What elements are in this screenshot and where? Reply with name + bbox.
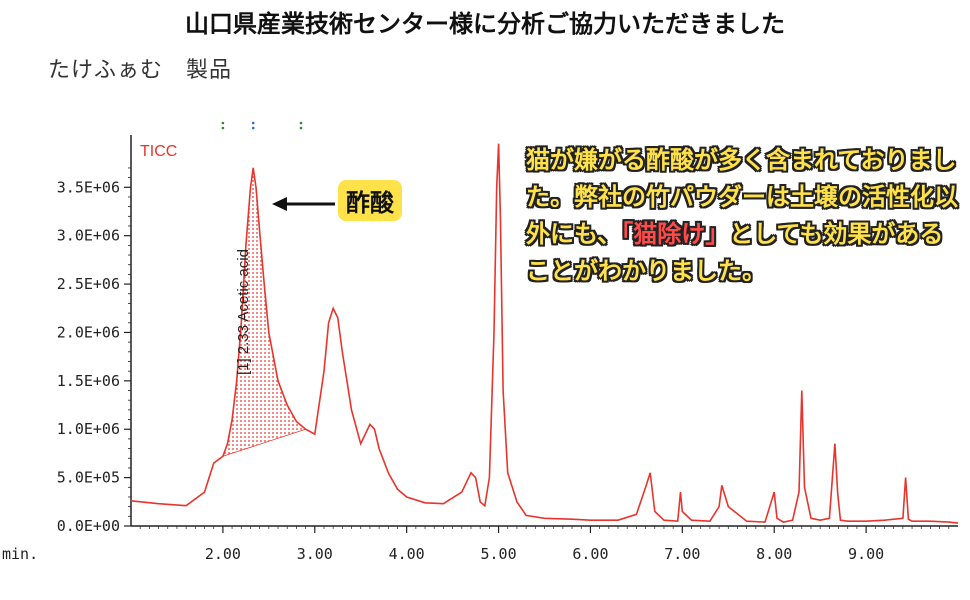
callout-label-acetic-acid: 酢酸	[338, 180, 402, 221]
annotation-note: 猫が嫌がる酢酸が多く含まれておりました。弊社の竹パウダーは土壌の活性化以外にも、…	[526, 142, 966, 290]
y-tick-label: 3.0E+06	[57, 227, 120, 245]
x-tick-label: 9.00	[848, 545, 884, 563]
x-tick-label: 5.00	[480, 545, 516, 563]
ticc-trace-line	[130, 143, 959, 524]
scan-marker-dot	[221, 121, 225, 125]
scan-marker-dot	[299, 126, 303, 130]
x-tick-label: 8.00	[756, 545, 792, 563]
x-tick-label: 7.00	[664, 545, 700, 563]
scan-markers	[221, 121, 303, 130]
scan-marker-dot	[251, 121, 255, 125]
x-tick-label: 2.00	[205, 545, 241, 563]
y-tick-label: 0.0E+00	[57, 517, 120, 535]
note-text-1: 猫が嫌がる酢酸が多く含まれておりました。弊社の竹パウダーは土壌の活性化以外にも、	[526, 146, 958, 248]
x-axis-label: min.	[2, 545, 38, 563]
y-tick-label: 5.0E+05	[57, 469, 120, 487]
note-text-2: としても効果があることがわかりました。	[526, 220, 944, 285]
product-subtitle: たけふぁむ 製品	[48, 58, 233, 83]
scan-marker-dot	[221, 126, 225, 130]
note-highlight: 「猫除け」	[621, 220, 730, 248]
y-tick-label: 1.5E+06	[57, 372, 120, 390]
ticks-group: 0.0E+00 5.0E+05 1.0E+06 1.5E+06 2.0E+06 2.5E+…	[2, 167, 950, 563]
scan-marker-dot	[251, 126, 255, 130]
callout-arrow	[272, 197, 335, 211]
banner-title: 山口県産業技術センター様に分析ご協力いただきました	[185, 10, 785, 38]
x-tick-label: 4.00	[389, 545, 425, 563]
y-tick-label: 3.5E+06	[57, 178, 120, 196]
y-tick-label: 1.0E+06	[57, 420, 120, 438]
peak-annotation-acetic-acid: [1] 2.33 Acetic acid	[235, 249, 252, 375]
scan-marker-dot	[299, 121, 303, 125]
x-tick-label: 3.00	[297, 545, 333, 563]
y-tick-label: 2.0E+06	[57, 323, 120, 341]
y-tick-label: 2.5E+06	[57, 275, 120, 293]
x-tick-label: 6.00	[572, 545, 608, 563]
legend-ticc: TICC	[140, 143, 177, 160]
